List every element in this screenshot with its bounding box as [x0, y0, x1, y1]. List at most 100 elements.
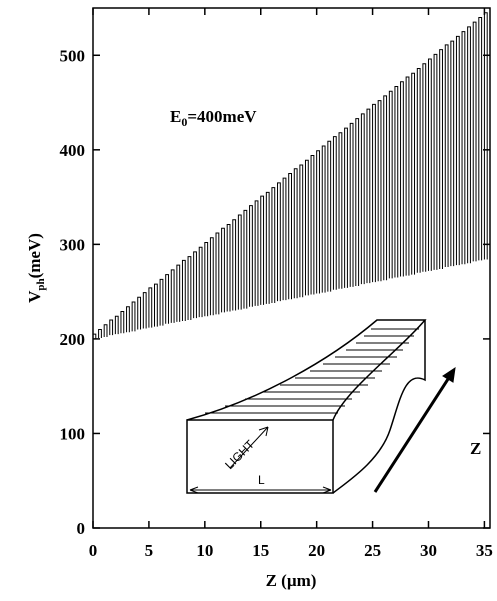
tooth [310, 154, 315, 295]
tooth [109, 319, 114, 336]
tooth [388, 90, 393, 279]
tooth [338, 132, 343, 289]
tooth [237, 214, 242, 310]
annotation-rest: =400meV [187, 107, 257, 126]
tooth [411, 72, 416, 275]
x-axis-title: Z (µm) [266, 571, 317, 590]
y-label-sub: ph [35, 278, 47, 290]
tooth [120, 310, 125, 334]
tooth [400, 81, 404, 277]
tooth [187, 256, 192, 320]
tooth [304, 159, 309, 296]
tooth [131, 301, 136, 332]
tooth [159, 278, 164, 326]
y-tick-label: 0 [77, 519, 86, 538]
y-tick-label: 200 [60, 330, 86, 349]
tooth [372, 103, 376, 283]
tooth [444, 44, 449, 268]
x-tick-label: 25 [364, 541, 381, 560]
tooth [483, 12, 488, 260]
tooth [316, 150, 320, 294]
inset-axis-label: Z [470, 439, 481, 458]
tooth [92, 333, 97, 339]
tooth [288, 172, 292, 300]
x-tick-label: 20 [308, 541, 325, 560]
inset-length-label: L [258, 473, 265, 487]
tooth [181, 259, 186, 321]
tooth [232, 219, 237, 311]
y-tick-label: 400 [60, 141, 86, 160]
tooth [439, 49, 443, 269]
tooth [455, 35, 460, 266]
tooth [165, 274, 169, 324]
tooth [148, 287, 153, 328]
tooth [198, 246, 203, 318]
tooth [405, 76, 410, 276]
tooth [126, 306, 130, 333]
tooth [467, 26, 471, 264]
tooth [209, 237, 214, 316]
tooth [349, 122, 354, 287]
tooth [332, 136, 337, 290]
tooth [360, 113, 365, 285]
tooth [282, 177, 287, 301]
tooth [450, 40, 455, 267]
tooth [344, 127, 348, 288]
annotation: E0=400meV [170, 107, 257, 129]
inset-diagram [186, 319, 456, 494]
tooth [377, 100, 382, 282]
tooth [221, 227, 225, 313]
tooth [321, 145, 326, 293]
tooth [461, 31, 466, 265]
tooth [416, 68, 421, 273]
annotation-main: E [170, 107, 181, 126]
tooth [260, 195, 265, 305]
x-tick-label: 30 [420, 541, 437, 560]
tooth [355, 118, 360, 286]
tooth [98, 328, 102, 338]
x-tick-label: 10 [196, 541, 213, 560]
y-label-main: V [25, 290, 44, 303]
tooth [204, 241, 209, 317]
plot-frame [92, 7, 491, 529]
tooth [176, 264, 181, 322]
tooth [142, 292, 147, 329]
tooth [427, 58, 432, 271]
tooth [293, 168, 298, 299]
tooth [299, 164, 304, 298]
tooth [254, 200, 259, 306]
tooth [366, 108, 371, 284]
y-label-unit: (meV) [25, 233, 44, 278]
tooth [215, 232, 220, 315]
x-tick-label: 0 [89, 541, 98, 560]
y-tick-label: 100 [60, 424, 86, 443]
tooth [265, 191, 270, 304]
tooth [383, 95, 388, 281]
tooth [226, 224, 231, 312]
y-axis-title: Vph(meV) [25, 233, 47, 303]
tooth [243, 209, 248, 309]
y-tick-label: 500 [60, 46, 86, 65]
tooth [472, 21, 477, 262]
tooth [327, 140, 332, 292]
x-tick-label: 35 [476, 541, 493, 560]
tooth [277, 182, 281, 302]
x-tick-label: 15 [252, 541, 269, 560]
tooth [433, 53, 438, 270]
tooth [478, 16, 483, 261]
tooth [114, 315, 119, 335]
tooth [170, 269, 175, 323]
tooth [422, 63, 427, 272]
x-tick-label: 5 [145, 541, 154, 560]
annotation-sub: 0 [181, 115, 187, 129]
tooth [193, 251, 197, 319]
tooth [154, 283, 158, 327]
tooth [103, 324, 108, 338]
tooth [271, 187, 276, 303]
tooth [394, 85, 399, 278]
tooth [249, 205, 253, 307]
tooth [137, 296, 142, 330]
y-tick-label: 300 [60, 235, 86, 254]
